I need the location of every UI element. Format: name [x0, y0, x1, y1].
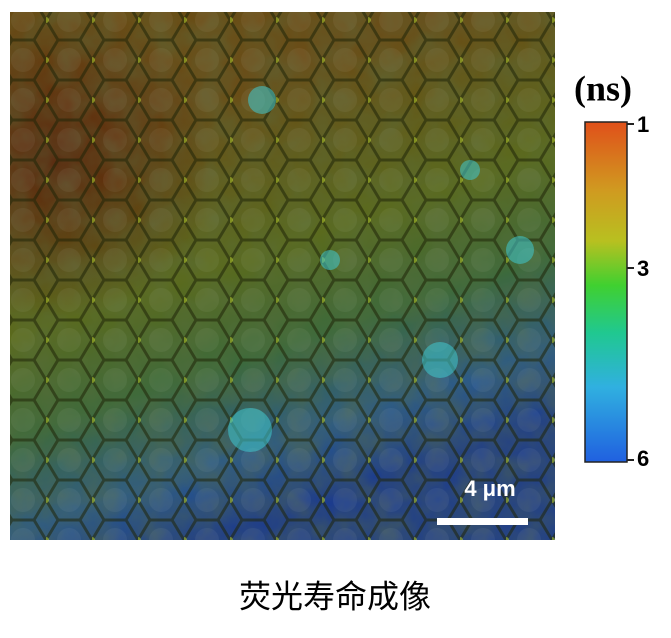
- scale-bar-label: 4 μm: [464, 476, 515, 501]
- colorbar-tick-label: 3: [637, 256, 649, 281]
- colorbar-tick-label: 1: [637, 112, 649, 137]
- colorbar-ticks: [627, 123, 634, 461]
- colorbar: [584, 121, 628, 463]
- scale-bar: [437, 518, 528, 525]
- colorbar-tick-label: 6: [637, 446, 649, 471]
- caption: 荧光寿命成像: [239, 578, 431, 614]
- colorbar-unit: (ns): [574, 68, 632, 108]
- lifetime-image: [10, 12, 555, 540]
